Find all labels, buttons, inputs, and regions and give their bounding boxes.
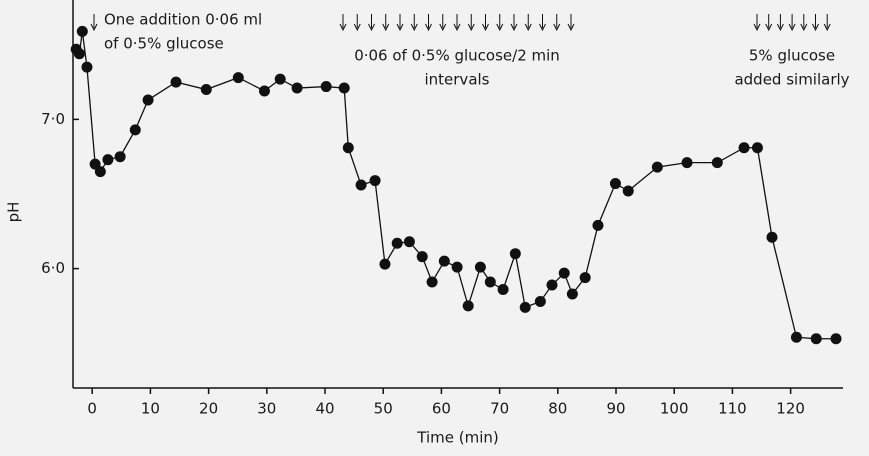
- arrow-head: [788, 23, 796, 32]
- data-point: [170, 76, 182, 88]
- annotation: of 0·5% glucose: [104, 35, 224, 53]
- arrow-head: [453, 23, 461, 32]
- data-point: [751, 142, 763, 154]
- data-point: [651, 161, 663, 173]
- x-tick-label: 10: [141, 400, 160, 418]
- annotation: One addition 0·06 ml: [104, 11, 262, 29]
- data-point: [426, 276, 438, 288]
- data-point: [81, 61, 93, 73]
- data-point: [579, 272, 591, 284]
- data-point: [114, 151, 126, 163]
- data-point: [379, 258, 391, 270]
- arrow-head: [368, 23, 375, 32]
- y-tick-label: 7·0: [41, 110, 65, 128]
- data-point: [790, 331, 802, 343]
- data-point: [474, 261, 486, 273]
- arrow-head: [396, 23, 404, 32]
- data-point: [391, 237, 403, 249]
- data-point: [509, 248, 521, 260]
- arrow-head: [823, 23, 831, 32]
- arrow-head: [410, 23, 418, 32]
- arrow-head: [800, 23, 808, 32]
- data-point: [129, 124, 141, 136]
- x-axis-label: Time (min): [416, 429, 498, 447]
- x-tick-label: 30: [257, 400, 276, 418]
- data-point: [76, 25, 88, 37]
- arrow-head: [567, 23, 575, 32]
- data-point: [338, 82, 350, 94]
- data-point: [558, 267, 570, 279]
- data-point: [462, 300, 474, 312]
- arrow-head: [339, 23, 347, 32]
- data-point: [622, 185, 634, 197]
- x-tick-label: 90: [606, 400, 625, 418]
- arrow-head: [524, 23, 532, 32]
- y-tick-label: 6·0: [41, 259, 65, 277]
- data-point: [274, 73, 286, 85]
- arrow-head: [539, 23, 546, 32]
- arrow-head: [812, 23, 819, 32]
- arrow-head: [439, 23, 447, 32]
- data-point: [519, 301, 531, 313]
- data-point: [403, 236, 415, 248]
- arrow-head: [496, 23, 504, 32]
- data-point: [681, 157, 693, 169]
- data-point: [484, 276, 496, 288]
- x-tick-label: 80: [548, 400, 567, 418]
- data-point: [200, 84, 212, 96]
- annotation: intervals: [424, 71, 489, 89]
- x-tick-label: 60: [432, 400, 451, 418]
- data-point: [94, 166, 106, 178]
- y-axis-label: pH: [5, 202, 23, 223]
- arrow-head: [382, 23, 390, 32]
- annotation: 5% glucose: [749, 47, 835, 65]
- data-point: [810, 333, 822, 345]
- data-point: [738, 142, 750, 154]
- arrow-head: [482, 23, 489, 32]
- arrow-head: [553, 23, 561, 32]
- data-point: [291, 82, 303, 94]
- arrow-head: [510, 23, 518, 32]
- x-tick-label: 120: [776, 400, 805, 418]
- arrow-head: [353, 23, 361, 32]
- data-point: [711, 157, 723, 169]
- data-point: [497, 284, 509, 296]
- arrow-head: [776, 23, 784, 32]
- data-point: [73, 48, 85, 60]
- data-point: [369, 175, 381, 187]
- data-point: [438, 255, 450, 267]
- x-tick-label: 70: [490, 400, 509, 418]
- data-point: [355, 179, 367, 191]
- x-tick-label: 40: [315, 400, 334, 418]
- x-tick-label: 20: [199, 400, 218, 418]
- data-point: [566, 288, 578, 300]
- annotation: added similarly: [734, 71, 849, 89]
- x-tick-label: 100: [660, 400, 689, 418]
- x-tick-label: 0: [87, 400, 97, 418]
- arrow-head: [467, 23, 475, 32]
- data-point: [451, 261, 463, 273]
- data-point: [258, 85, 270, 97]
- arrow-head: [90, 23, 98, 32]
- data-point: [534, 295, 546, 307]
- data-point: [232, 72, 244, 84]
- arrow-head: [753, 23, 761, 32]
- data-point: [546, 279, 558, 291]
- annotation: 0·06 of 0·5% glucose/2 min: [354, 47, 560, 65]
- data-point: [416, 251, 428, 263]
- data-point: [102, 154, 114, 166]
- data-point: [609, 178, 621, 190]
- data-point: [320, 81, 332, 93]
- data-point: [592, 219, 604, 231]
- data-point: [342, 142, 354, 154]
- x-tick-label: 110: [718, 400, 747, 418]
- data-point: [142, 94, 154, 106]
- data-point: [830, 333, 842, 345]
- data-point: [766, 231, 778, 243]
- x-tick-label: 50: [374, 400, 393, 418]
- arrow-head: [425, 23, 432, 32]
- arrow-head: [765, 23, 773, 32]
